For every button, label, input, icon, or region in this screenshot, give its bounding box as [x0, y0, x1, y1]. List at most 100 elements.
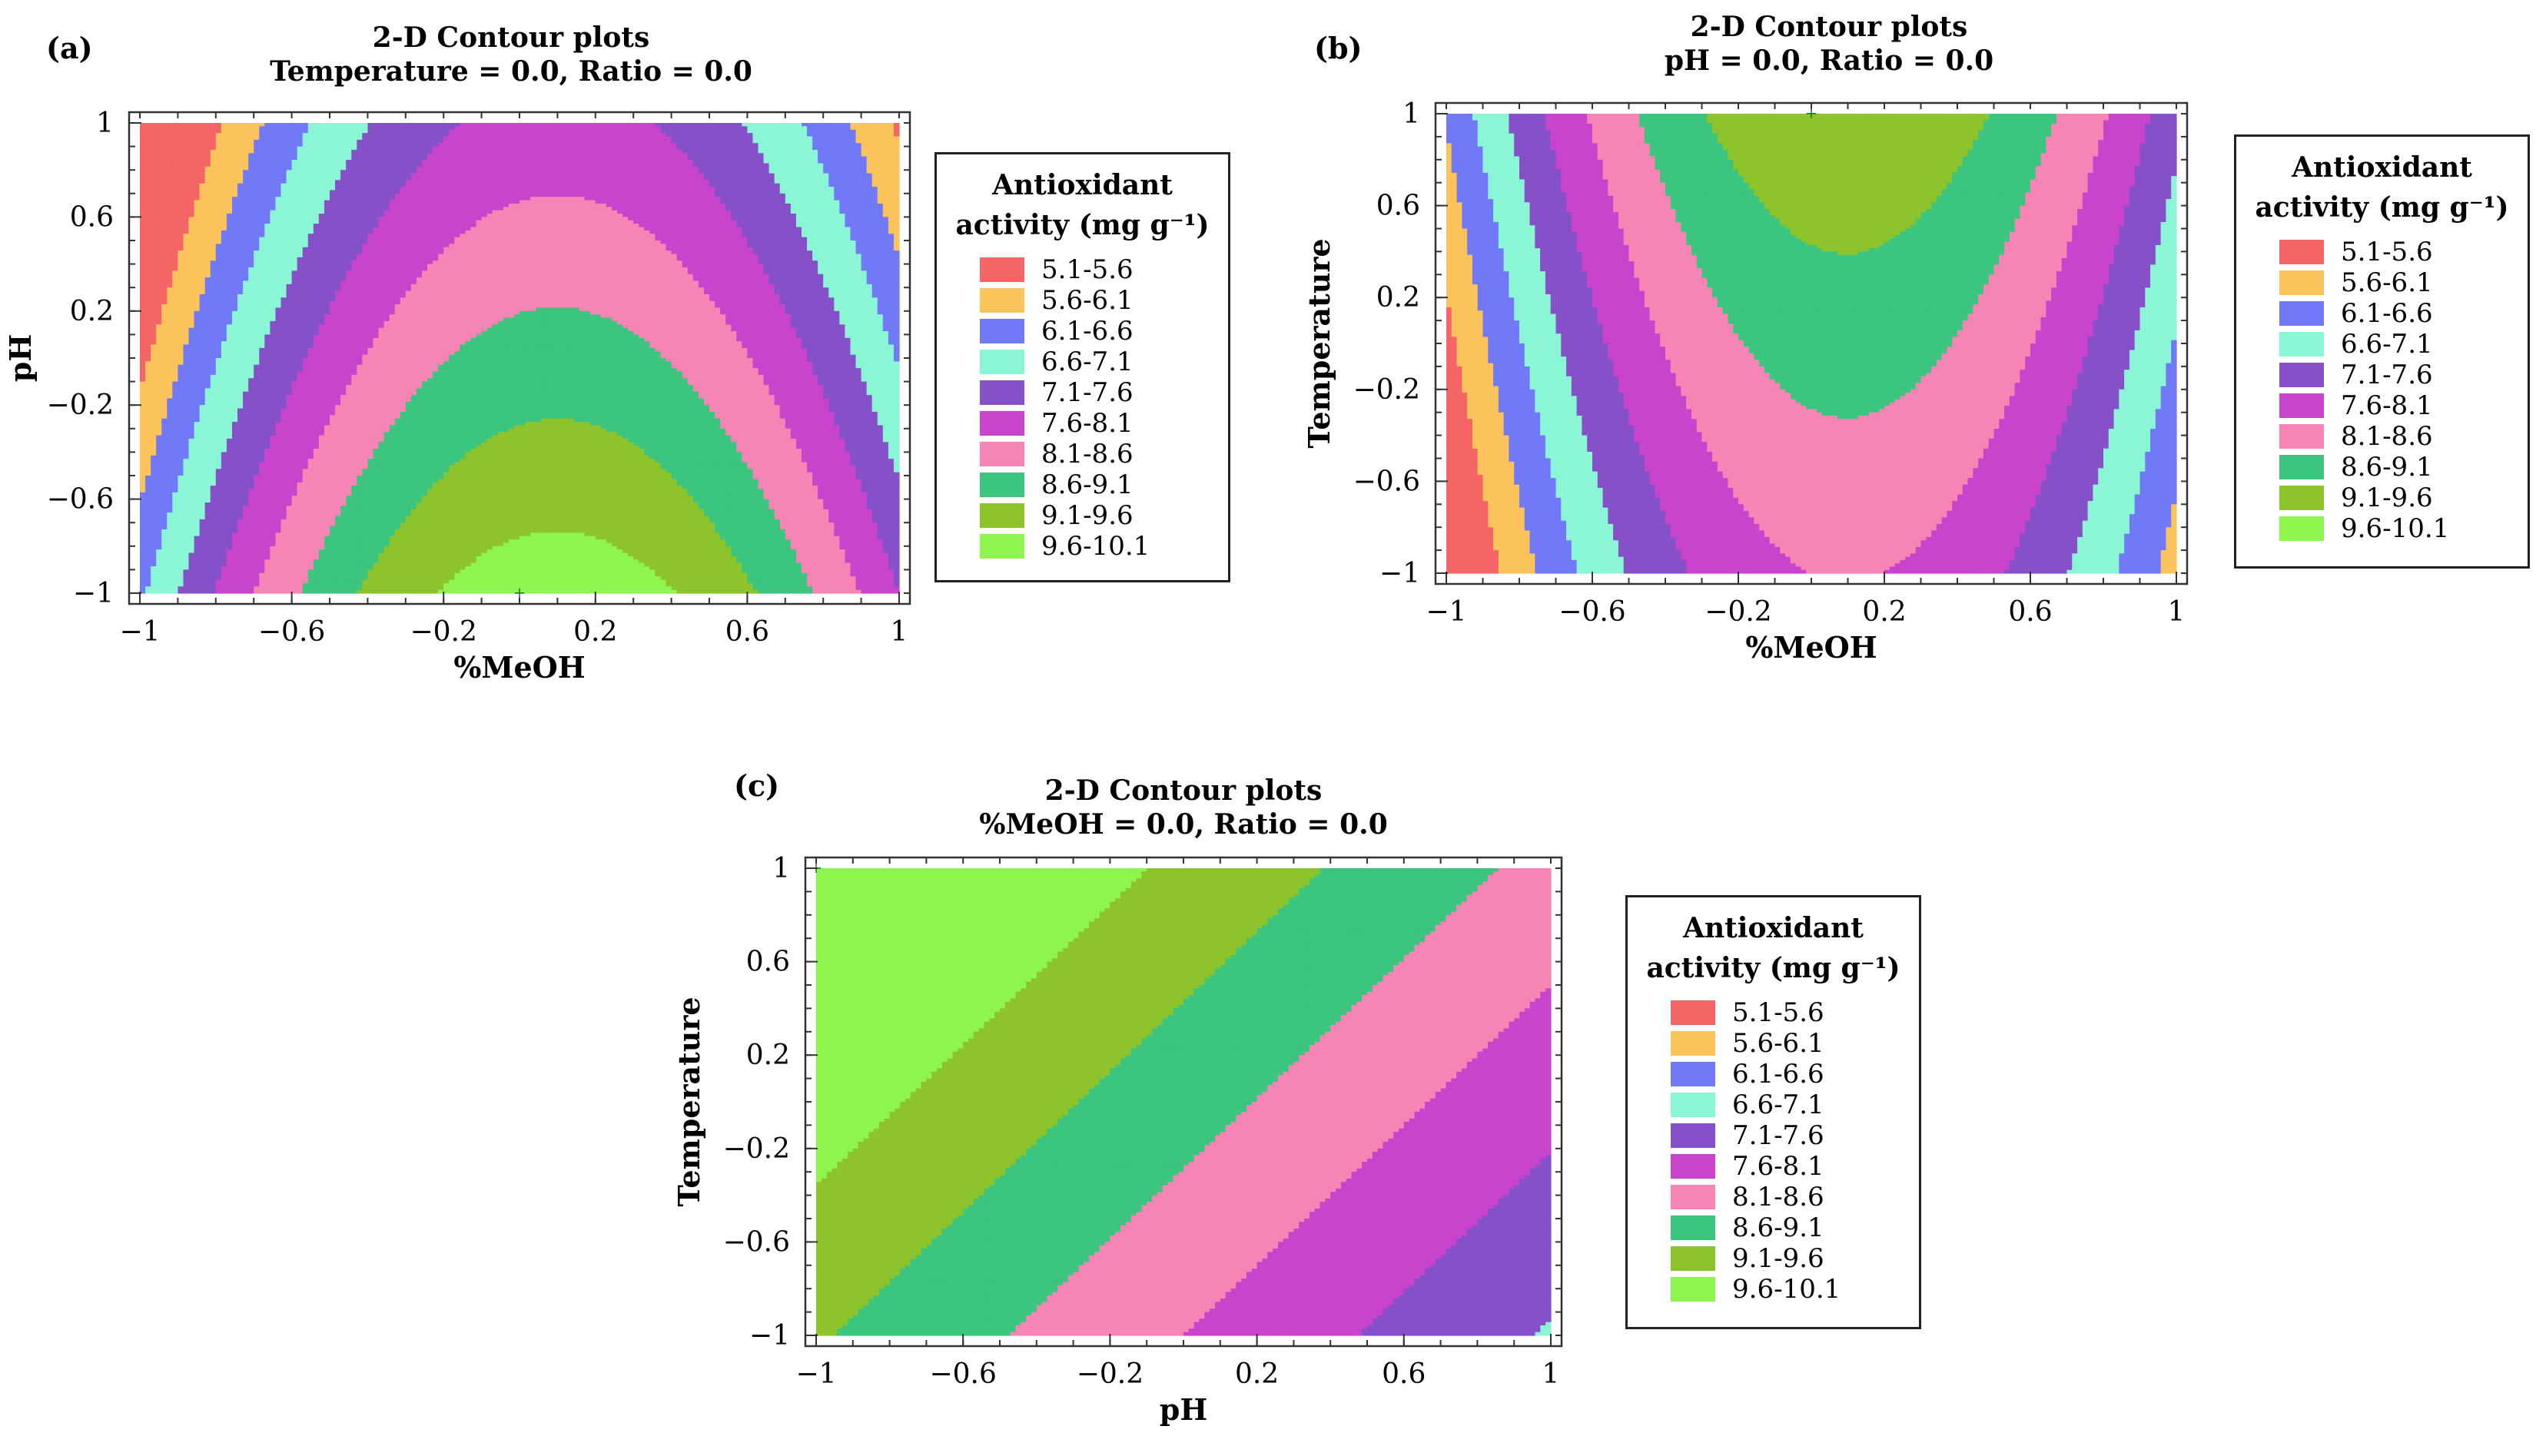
legend-swatch	[1671, 1185, 1715, 1209]
x-tick-label: 0.6	[1382, 1358, 1426, 1390]
legend-label: 7.1-7.6	[1041, 377, 1134, 408]
chart-b-title: 2-D Contour plots	[1691, 11, 1968, 43]
legend-a: Antioxidant activity (mg g⁻¹) 5.1-5.6 5.6-6…	[934, 152, 1230, 582]
legend-item: 9.6-10.1	[1671, 1274, 1841, 1305]
legend-label: 9.1-9.6	[2341, 483, 2433, 513]
legend-title: Antioxidant activity (mg g⁻¹)	[2236, 148, 2528, 227]
legend-item: 5.6-6.1	[2279, 267, 2433, 298]
chart-a-title: 2-D Contour plots	[373, 22, 650, 54]
legend-item: 8.6-9.1	[1671, 1212, 1824, 1243]
y-tick-label: −1	[749, 1320, 790, 1352]
legend-swatch	[2279, 516, 2324, 541]
y-tick-label: 0.6	[1376, 191, 1420, 222]
contour-chart-a: +−11−0.60.6−0.20.20.2−0.20.6−0.61−1%MeOH…	[0, 92, 922, 707]
y-tick-label: −0.6	[1353, 466, 1420, 497]
legend-swatch	[2279, 240, 2324, 264]
legend-label: 9.1-9.6	[1732, 1243, 1824, 1274]
legend-label: 8.1-8.6	[2341, 421, 2433, 452]
legend-item: 7.6-8.1	[1671, 1151, 1824, 1182]
y-tick-label: 0.6	[746, 947, 790, 978]
legend-item: 8.1-8.6	[2279, 421, 2433, 452]
legend-item: 7.6-8.1	[980, 408, 1134, 439]
legend-item: 5.6-6.1	[980, 285, 1134, 316]
legend-b: Antioxidant activity (mg g⁻¹) 5.1-5.6 5.6-6…	[2234, 134, 2530, 569]
y-tick-label: 1	[772, 853, 790, 884]
y-axis-label: pH	[3, 334, 38, 382]
x-tick-label: 1	[891, 616, 908, 648]
panel-label-a: (a)	[46, 31, 93, 65]
legend-item: 7.1-7.6	[980, 377, 1134, 408]
x-tick-label: −0.2	[1705, 596, 1771, 628]
legend-swatch	[1671, 1093, 1715, 1117]
y-tick-label: −0.2	[47, 390, 114, 421]
legend-swatch	[2279, 332, 2324, 357]
legend-label: 9.1-9.6	[1041, 500, 1134, 531]
y-tick-label: −0.6	[47, 484, 114, 516]
legend-item: 6.1-6.6	[1671, 1059, 1824, 1090]
legend-item: 9.1-9.6	[1671, 1243, 1824, 1274]
y-tick-label: −1	[73, 578, 114, 609]
chart-c-subtitle: %MeOH = 0.0, Ratio = 0.0	[979, 808, 1388, 841]
y-tick-label: −1	[1379, 558, 1420, 589]
x-tick-label: 0.2	[573, 616, 617, 648]
contour-chart-c: +−11−0.60.6−0.20.20.2−0.20.6−0.61−1pHTem…	[669, 845, 1591, 1456]
y-tick-label: −0.6	[723, 1226, 790, 1258]
y-tick-label: 0.2	[1376, 282, 1420, 313]
legend-swatch	[980, 288, 1024, 313]
legend-label: 9.6-10.1	[1732, 1274, 1841, 1305]
x-tick-label: 0.2	[1862, 596, 1906, 628]
legend-item: 6.6-7.1	[980, 347, 1134, 377]
legend-item: 5.6-6.1	[1671, 1028, 1824, 1059]
y-tick-label: 0.6	[70, 201, 114, 233]
legend-item: 8.1-8.6	[980, 439, 1134, 469]
panel-label-c: (c)	[734, 768, 779, 803]
y-tick-label: −0.2	[1353, 374, 1420, 406]
legend-label: 5.1-5.6	[1041, 254, 1134, 285]
legend-label: 5.6-6.1	[1041, 285, 1134, 316]
legend-swatch	[1671, 1277, 1715, 1302]
legend-item: 7.6-8.1	[2279, 390, 2433, 421]
x-tick-label: −1	[795, 1358, 836, 1390]
legend-swatch	[980, 503, 1024, 528]
legend-label: 6.6-7.1	[2341, 329, 2433, 360]
legend-item: 5.1-5.6	[980, 254, 1134, 285]
legend-label: 8.1-8.6	[1041, 439, 1134, 469]
legend-item: 9.1-9.6	[980, 500, 1134, 531]
legend-swatch	[2279, 486, 2324, 510]
legend-swatch	[980, 473, 1024, 497]
legend-swatch	[2279, 301, 2324, 326]
y-axis-label: Temperature	[672, 997, 706, 1206]
legend-swatch	[2279, 424, 2324, 449]
x-tick-label: −0.6	[258, 616, 325, 648]
legend-label: 7.6-8.1	[2341, 390, 2433, 421]
legend-c: Antioxidant activity (mg g⁻¹) 5.1-5.6 5.6-6…	[1625, 895, 1921, 1329]
legend-swatch	[980, 257, 1024, 282]
legend-label: 9.6-10.1	[2341, 513, 2449, 544]
legend-swatch	[980, 380, 1024, 405]
x-tick-label: −1	[119, 616, 160, 648]
legend-item: 8.1-8.6	[1671, 1182, 1824, 1212]
contour-fill	[816, 868, 1552, 1336]
legend-label: 7.6-8.1	[1041, 408, 1134, 439]
legend-swatch	[1671, 1000, 1715, 1025]
y-axis-label: Temperature	[1302, 238, 1336, 448]
legend-title: Antioxidant activity (mg g⁻¹)	[937, 165, 1228, 245]
contour-fill	[140, 123, 900, 594]
legend-label: 6.1-6.6	[1732, 1059, 1824, 1090]
legend-swatch	[1671, 1031, 1715, 1056]
legend-label: 6.1-6.6	[1041, 316, 1134, 347]
y-tick-label: 1	[1402, 98, 1420, 130]
legend-swatch	[2279, 270, 2324, 295]
legend-swatch	[980, 319, 1024, 343]
x-tick-label: −0.6	[1558, 596, 1625, 628]
chart-c-title: 2-D Contour plots	[1045, 774, 1323, 807]
x-tick-label: 0.2	[1235, 1358, 1279, 1390]
legend-label: 6.1-6.6	[2341, 298, 2433, 329]
legend-label: 5.1-5.6	[2341, 237, 2433, 267]
legend-label: 8.6-9.1	[1041, 469, 1134, 500]
legend-item: 9.6-10.1	[980, 531, 1150, 562]
legend-item: 9.6-10.1	[2279, 513, 2449, 544]
legend-item: 6.6-7.1	[1671, 1090, 1824, 1120]
legend-swatch	[1671, 1123, 1715, 1148]
legend-item: 8.6-9.1	[980, 469, 1134, 500]
